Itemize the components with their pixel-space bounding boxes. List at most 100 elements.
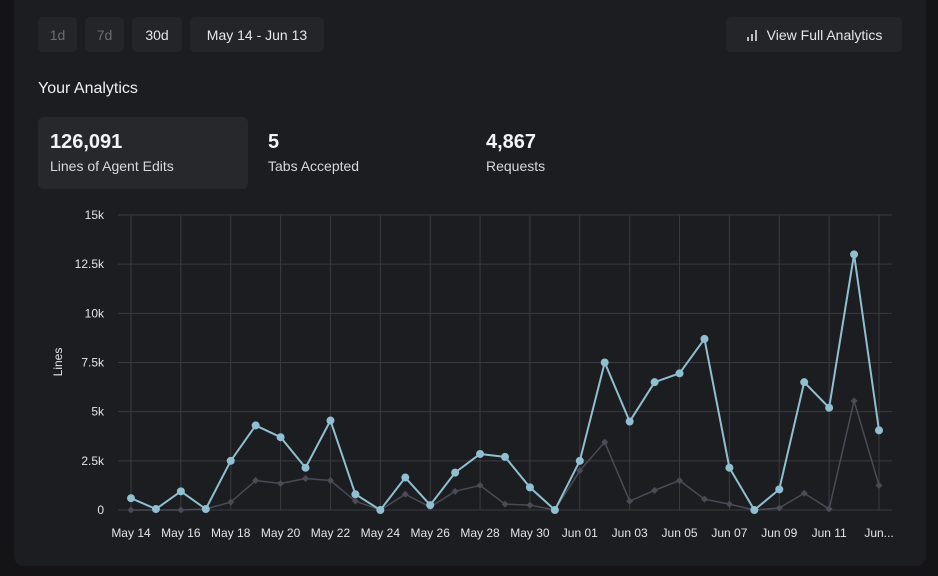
data-point[interactable] [825,403,834,412]
y-tick-label: 2.5k [81,454,105,468]
data-point[interactable] [301,463,310,472]
x-tick-label: Jun 07 [711,526,747,540]
data-point[interactable] [875,481,883,489]
stat-label: Requests [486,158,546,174]
y-tick-label: 15k [85,208,105,222]
stat-label: Lines of Agent Edits [50,158,174,174]
data-point[interactable] [825,505,833,513]
x-tick-label: Jun 03 [612,526,648,540]
x-tick-label: May 16 [161,526,201,540]
date-range-picker[interactable]: May 14 - Jun 13 [190,17,324,52]
x-tick-label: Jun... [864,526,893,540]
data-point[interactable] [401,473,410,482]
data-point[interactable] [850,397,858,405]
x-tick-label: May 20 [261,526,301,540]
data-point[interactable] [426,501,435,510]
data-point[interactable] [251,421,260,430]
data-point[interactable] [625,417,634,426]
data-point[interactable] [501,452,509,461]
data-point[interactable] [127,506,135,514]
y-tick-label: 10k [85,306,105,320]
view-full-analytics-label: View Full Analytics [766,26,883,43]
data-point[interactable] [576,467,584,475]
data-point[interactable] [351,490,360,499]
data-point[interactable] [525,483,534,492]
data-point[interactable] [252,477,260,484]
section-title: Your Analytics [38,80,138,97]
data-point[interactable] [575,456,584,465]
x-tick-label: Jun 09 [761,526,797,540]
x-tick-label: May 24 [361,526,401,540]
data-point[interactable] [700,334,709,343]
data-point[interactable] [201,505,210,514]
data-point[interactable] [151,505,160,514]
range-1d-button[interactable]: 1d [38,17,77,52]
data-point[interactable] [277,479,285,487]
view-full-analytics-button[interactable]: View Full Analytics [726,17,902,52]
data-point[interactable] [800,489,808,497]
data-point[interactable] [451,487,459,495]
y-tick-label: 5k [91,405,105,419]
data-point[interactable] [176,487,185,496]
stat-value: 4,867 [486,131,537,153]
data-point[interactable] [650,378,659,387]
stat-label: Tabs Accepted [268,158,360,174]
data-point[interactable] [376,506,385,514]
x-tick-label: May 30 [510,526,550,540]
range-7d-button[interactable]: 7d [85,17,124,52]
data-point[interactable] [550,506,559,514]
x-tick-label: May 26 [411,526,451,540]
stat-requests[interactable]: 4,867 Requests [474,117,674,189]
stat-lines-agent-edits[interactable]: 126,091 Lines of Agent Edits [38,117,248,189]
stat-tabs-accepted[interactable]: 5 Tabs Accepted [256,117,456,189]
data-point[interactable] [401,490,409,498]
data-point[interactable] [526,501,534,509]
data-point[interactable] [476,481,484,489]
x-tick-label: May 22 [311,526,351,540]
data-point[interactable] [850,250,859,259]
y-axis-label: Lines [51,348,65,377]
stat-value: 5 [268,131,280,153]
series-line-0 [130,254,880,512]
stat-value: 126,091 [50,131,123,153]
data-point[interactable] [326,477,334,484]
analytics-panel [14,0,926,566]
data-point[interactable] [800,378,809,387]
data-point[interactable] [276,433,285,442]
data-point[interactable] [177,506,185,514]
data-point[interactable] [501,500,509,508]
data-point[interactable] [775,504,783,512]
x-tick-label: Jun 05 [662,526,698,540]
x-tick-label: May 28 [460,526,500,540]
data-point[interactable] [351,497,359,505]
y-tick-label: 0 [97,503,104,517]
data-point[interactable] [676,477,684,484]
data-point[interactable] [127,494,135,503]
data-point[interactable] [601,438,609,446]
x-tick-label: May 14 [111,526,151,540]
data-point[interactable] [227,498,235,506]
y-tick-label: 12.5k [75,257,105,271]
data-point[interactable] [476,449,485,458]
data-point[interactable] [725,500,733,508]
data-point[interactable] [451,468,460,477]
data-point[interactable] [725,463,734,472]
data-point[interactable] [750,506,759,514]
data-point[interactable] [302,475,310,483]
range-30d-button[interactable]: 30d [132,17,182,52]
data-point[interactable] [226,456,235,465]
x-tick-label: May 18 [211,526,251,540]
x-tick-label: Jun 01 [562,526,598,540]
data-point[interactable] [875,426,883,435]
x-tick-label: Jun 11 [812,526,847,540]
data-point[interactable] [600,358,609,367]
data-point[interactable] [326,416,335,425]
data-point[interactable] [626,497,634,505]
y-tick-label: 7.5k [81,356,105,370]
data-point[interactable] [775,485,784,494]
data-point[interactable] [675,369,684,378]
data-point[interactable] [651,486,659,494]
data-point[interactable] [700,495,708,503]
bar-chart-icon [746,29,757,41]
